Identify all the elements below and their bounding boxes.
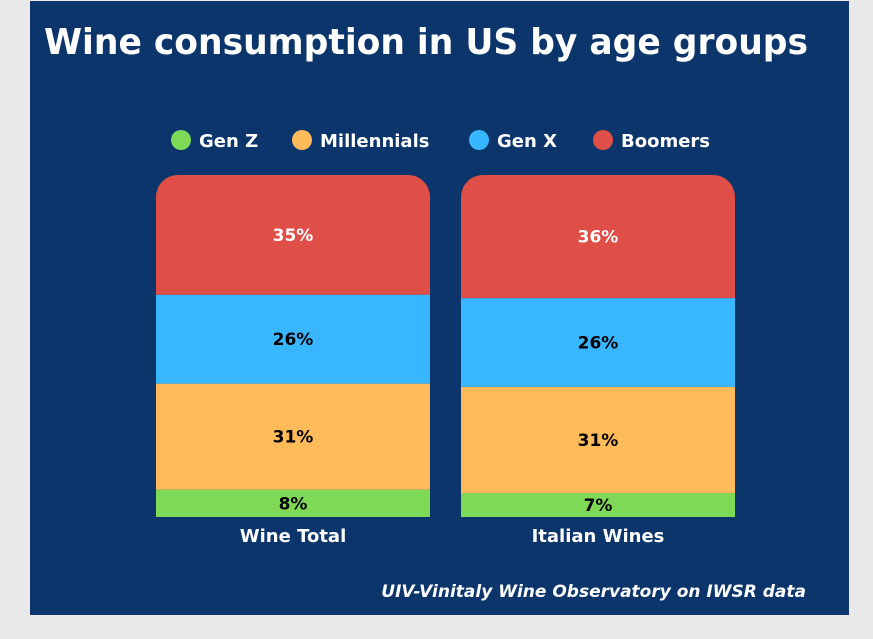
bar-segment-gen-x — [156, 294, 430, 384]
legend-marker-boomers — [593, 130, 613, 150]
bar-italian-wines: 7% 31% 26% 36% Italian Wines — [461, 175, 735, 547]
legend-label: Millennials — [320, 131, 429, 152]
data-label: 26% — [578, 334, 619, 354]
data-label: 8% — [279, 494, 308, 514]
bar-segment-millennials — [156, 383, 430, 490]
category-label: Italian Wines — [532, 526, 665, 547]
legend-label: Gen Z — [199, 131, 258, 152]
source-note: UIV-Vinitaly Wine Observatory on IWSR da… — [381, 582, 806, 602]
data-label: 7% — [584, 496, 613, 516]
chart-title: Wine consumption in US by age groups — [44, 22, 808, 63]
data-label: 35% — [273, 226, 314, 246]
bars: 8% 31% 26% 35% Wine Total 7% 31% 26% 36% Italian … — [156, 175, 735, 547]
bar-segment-boomers — [461, 175, 735, 299]
legend: Gen Z Millennials Gen X Boomers — [171, 130, 710, 152]
bar-segment-gen-z — [461, 493, 735, 517]
data-label: 26% — [273, 330, 314, 350]
bar-segment-boomers — [156, 175, 430, 295]
legend-label: Gen X — [497, 131, 557, 152]
legend-marker-gen-x — [469, 130, 489, 150]
bar-segment-millennials — [461, 387, 735, 494]
legend-marker-gen-z — [171, 130, 191, 150]
legend-marker-millennials — [292, 130, 312, 150]
data-label: 36% — [578, 228, 619, 248]
bar-segment-gen-x — [461, 298, 735, 388]
category-label: Wine Total — [240, 526, 347, 547]
legend-label: Boomers — [621, 131, 710, 152]
data-label: 31% — [273, 428, 314, 448]
data-label: 31% — [578, 431, 619, 451]
bar-segment-gen-z — [156, 489, 430, 517]
bar-wine-total: 8% 31% 26% 35% Wine Total — [156, 175, 430, 547]
